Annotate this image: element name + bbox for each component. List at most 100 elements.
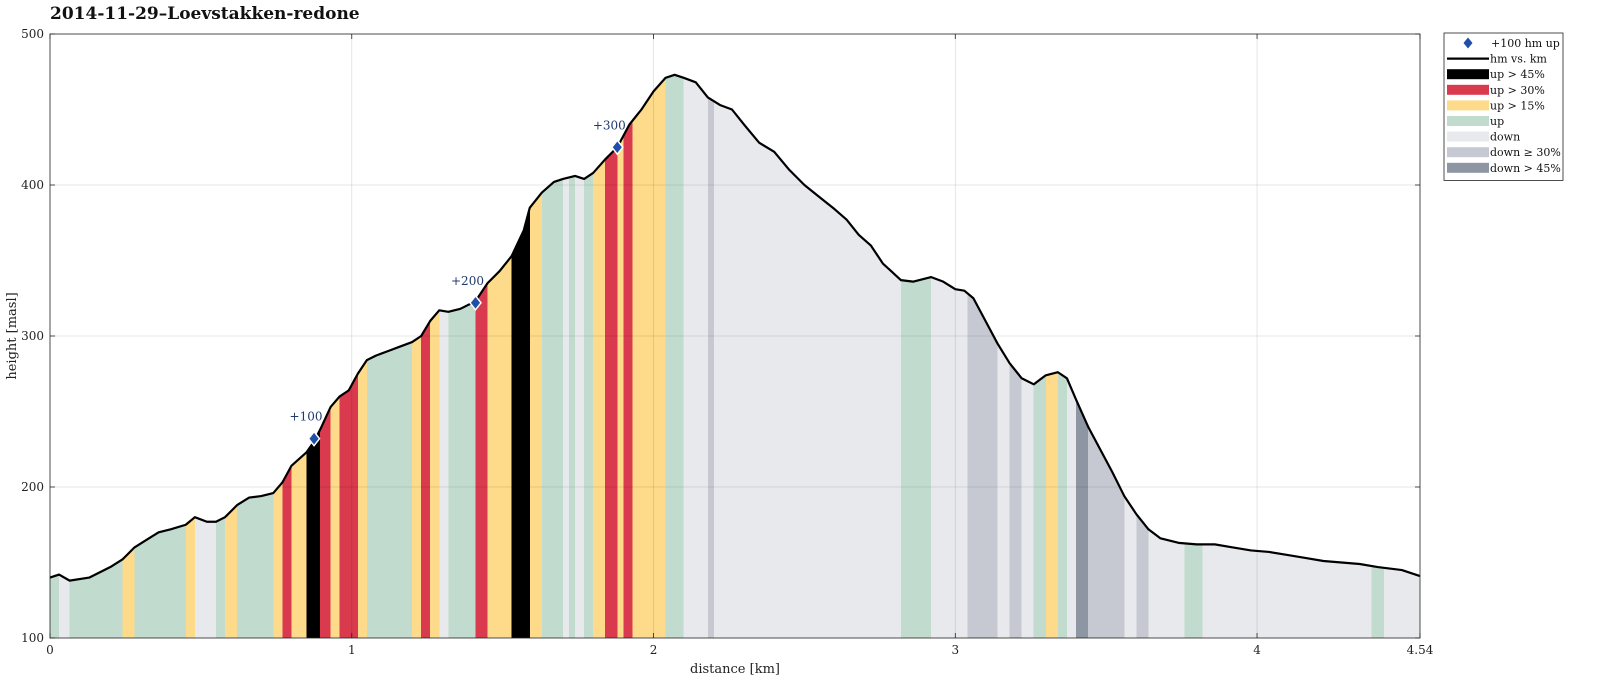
chart-title: 2014-11-29–Loevstakken-redone	[50, 4, 360, 24]
x-axis-label: distance [km]	[690, 662, 780, 677]
segment-up30	[475, 283, 488, 638]
segment-up	[665, 74, 684, 638]
legend-label: up > 30%	[1490, 84, 1545, 97]
hm-markers: +100 +200 +300	[290, 118, 626, 447]
segment-up15	[273, 482, 283, 638]
hm-marker-label: +200	[451, 274, 484, 288]
legend-swatch-up30	[1447, 84, 1489, 95]
legend-swatch-up45	[1447, 69, 1489, 80]
segment-up15	[430, 310, 440, 638]
legend-label: down	[1490, 131, 1520, 144]
segment-up	[134, 524, 186, 638]
segment-down	[1124, 496, 1137, 638]
segment-up	[50, 574, 60, 638]
hm-marker-label: +100	[290, 410, 323, 424]
y-tick-label: 500	[21, 27, 44, 41]
segment-up30	[421, 320, 431, 638]
axis-ticks: 0 1 2 3 4 4.54 100 200 300 400 500	[21, 27, 1434, 657]
segment-up30	[339, 373, 358, 638]
segment-up45	[306, 429, 321, 638]
segment-up15	[225, 505, 238, 638]
hm-marker-icon	[307, 430, 321, 447]
legend: +100 hm up hm vs. km up > 45% up > 30% up > …	[1443, 32, 1564, 181]
legend-swatch-down30	[1447, 147, 1489, 158]
segment-up	[366, 342, 413, 638]
legend-swatch-down45	[1447, 162, 1489, 173]
segment-down	[683, 77, 708, 639]
segment-down	[575, 175, 585, 638]
segment-down45	[1075, 399, 1089, 638]
segment-up15	[291, 452, 307, 638]
segment-up	[900, 277, 932, 638]
segment-up15	[593, 159, 606, 638]
x-tick-label: 1	[348, 643, 356, 657]
segment-up	[215, 517, 226, 638]
profile-line	[49, 73, 1421, 582]
legend-label: down ≥ 30%	[1490, 146, 1561, 159]
segment-up15	[529, 192, 542, 639]
legend-swatch-down	[1447, 131, 1489, 142]
legend-label: +100 hm up	[1491, 37, 1560, 50]
segment-down	[194, 517, 216, 638]
segment-down30	[1009, 363, 1022, 638]
segment-up	[1057, 372, 1067, 638]
segment-up15	[617, 135, 624, 639]
segment-down30	[1136, 514, 1149, 638]
x-tick-label: 3	[951, 643, 959, 657]
y-tick-label: 400	[21, 178, 44, 192]
segment-up	[1184, 543, 1203, 638]
hm-marker-icon	[469, 294, 482, 311]
segment-down30	[967, 293, 998, 638]
legend-label: up > 15%	[1490, 99, 1545, 112]
segment-up15	[632, 77, 666, 639]
legend-swatch-up15	[1447, 100, 1489, 111]
y-tick-label: 100	[21, 631, 44, 645]
segment-down	[997, 343, 1010, 638]
segment-up15	[330, 396, 340, 638]
segment-down	[439, 310, 449, 638]
segment-up30	[320, 406, 331, 638]
grid-lines	[50, 34, 1420, 638]
segment-down30	[707, 97, 714, 639]
segment-up	[1371, 566, 1384, 638]
segment-down	[1021, 378, 1034, 638]
segment-down	[713, 101, 901, 638]
x-tick-label: 2	[650, 643, 658, 657]
segment-down	[1383, 567, 1420, 638]
segment-up15	[1045, 372, 1058, 638]
x-tick-label: 0	[46, 643, 54, 657]
legend-label: down > 45%	[1490, 162, 1561, 175]
segment-up15	[122, 547, 135, 638]
segment-down	[59, 574, 70, 638]
segment-up	[1033, 375, 1046, 638]
segment-up30	[282, 465, 292, 638]
segment-down	[1066, 378, 1076, 638]
segment-down	[1202, 544, 1372, 638]
segment-up30	[623, 120, 633, 638]
y-axis-label: height [masl]	[5, 292, 20, 379]
segment-down	[562, 177, 570, 638]
hm-marker-icon	[610, 139, 624, 156]
segment-up	[237, 493, 274, 638]
segment-up	[69, 559, 123, 638]
segment-up	[569, 175, 576, 638]
legend-label: up	[1490, 115, 1504, 128]
segment-up	[584, 172, 594, 639]
segment-up15	[185, 517, 195, 638]
x-tick-label: 4	[1253, 643, 1261, 657]
segment-down	[931, 277, 968, 638]
segment-up30	[605, 147, 618, 638]
segment-up15	[357, 360, 367, 638]
legend-swatch-marker	[1463, 37, 1473, 49]
legend-swatch-up	[1447, 116, 1489, 126]
legend-label: hm vs. km	[1490, 53, 1548, 66]
hm-marker-label: +300	[593, 118, 626, 132]
y-tick-label: 200	[21, 480, 44, 494]
y-tick-label: 300	[21, 329, 44, 343]
segment-up	[448, 301, 476, 638]
x-tick-label: 4.54	[1407, 643, 1434, 657]
segment-up45	[511, 207, 530, 638]
segment-up15	[487, 255, 512, 638]
gradient-segments	[50, 74, 1420, 639]
segment-down	[1148, 529, 1185, 638]
